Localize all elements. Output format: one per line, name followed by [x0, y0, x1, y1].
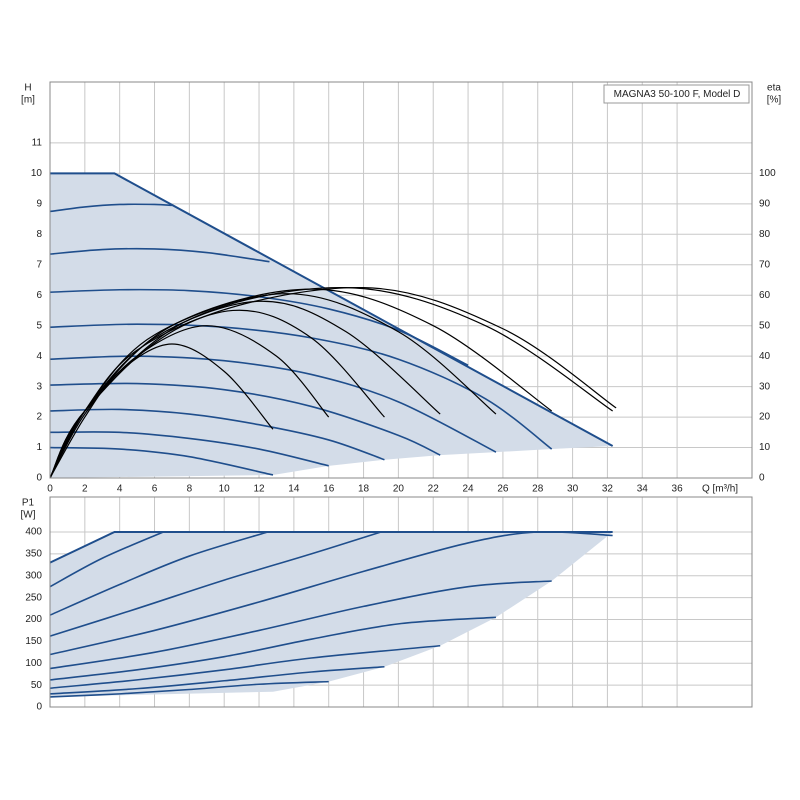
y2-tick-label: 20 [759, 412, 771, 423]
x-tick-label: 6 [152, 484, 158, 495]
performance-curve [49, 531, 164, 588]
x-tick-label: 36 [672, 484, 684, 495]
x-tick-label: 20 [393, 484, 405, 495]
x-tick-label: 2 [82, 484, 88, 495]
operating-area [50, 173, 613, 478]
x-tick-label: 0 [47, 484, 53, 495]
performance-curve [49, 665, 385, 695]
performance-curve [49, 580, 552, 670]
x-tick-label: 8 [187, 484, 193, 495]
y-axis-label: [W] [21, 510, 36, 521]
y-tick-label: 10 [31, 168, 43, 179]
performance-curve [49, 616, 496, 681]
x-tick-label: 12 [253, 484, 265, 495]
x-tick-label: 30 [567, 484, 579, 495]
x-tick-label: 16 [323, 484, 335, 495]
max-curve [50, 172, 614, 447]
y-axis-label: [m] [21, 95, 35, 106]
x-axis-label: Q [m³/h] [702, 484, 738, 495]
performance-curve [49, 247, 270, 263]
y-axis-label: H [24, 83, 31, 94]
performance-curve [49, 644, 441, 689]
x-tick-label: 14 [288, 484, 300, 495]
y-tick-label: 350 [25, 549, 42, 560]
x-tick-label: 28 [532, 484, 544, 495]
y-axis-label: P1 [22, 498, 35, 509]
y2-tick-label: 0 [759, 473, 765, 484]
performance-curve [49, 446, 274, 476]
performance-curve [49, 382, 441, 456]
x-tick-label: 22 [428, 484, 440, 495]
performance-curve [49, 531, 268, 616]
y-tick-label: 7 [36, 259, 42, 270]
operating-area [50, 532, 613, 697]
y2-tick-label: 10 [759, 442, 771, 453]
y-tick-label: 0 [36, 473, 42, 484]
y-tick-label: 100 [25, 658, 42, 669]
y2-tick-label: 30 [759, 381, 771, 392]
y2-tick-label: 100 [759, 168, 776, 179]
x-tick-label: 24 [463, 484, 475, 495]
y2-tick-label: 60 [759, 290, 771, 301]
y-tick-label: 0 [36, 702, 42, 713]
performance-curve [49, 408, 385, 461]
efficiency-curve [49, 325, 330, 479]
title-box [603, 84, 750, 104]
y-tick-label: 8 [36, 229, 42, 240]
y-tick-label: 50 [31, 680, 43, 691]
y2-axis-label: [%] [767, 95, 782, 106]
x-tick-label: 4 [117, 484, 123, 495]
y-tick-label: 3 [36, 381, 42, 392]
plot-frame [49, 81, 753, 479]
y2-tick-label: 90 [759, 198, 771, 209]
performance-curve [49, 530, 613, 656]
y2-tick-label: 50 [759, 320, 771, 331]
y2-tick-label: 70 [759, 259, 771, 270]
x-tick-label: 18 [358, 484, 370, 495]
y-tick-label: 200 [25, 614, 42, 625]
y2-tick-label: 40 [759, 351, 771, 362]
y-tick-label: 4 [36, 351, 42, 362]
y-tick-label: 9 [36, 198, 42, 209]
performance-curve [49, 531, 382, 637]
y-tick-label: 11 [32, 138, 43, 149]
performance-curve [49, 431, 329, 467]
y2-axis-label: eta [767, 83, 781, 94]
efficiency-curve [49, 287, 617, 479]
plot-frame [49, 496, 753, 708]
y-tick-label: 250 [25, 592, 42, 603]
chart-title: MAGNA3 50-100 F, Model D [614, 89, 741, 100]
y-tick-label: 6 [36, 290, 42, 301]
x-tick-label: 10 [219, 484, 231, 495]
max-curve [49, 531, 613, 564]
y-tick-label: 400 [25, 527, 42, 538]
x-tick-label: 26 [497, 484, 509, 495]
y-tick-label: 2 [36, 412, 42, 423]
x-tick-label: 32 [602, 484, 614, 495]
y-tick-label: 1 [36, 442, 42, 453]
y2-tick-label: 80 [759, 229, 771, 240]
efficiency-curve [49, 343, 274, 479]
y-tick-label: 150 [25, 636, 42, 647]
y-tick-label: 5 [36, 320, 42, 331]
performance-curve [49, 680, 329, 698]
y-tick-label: 300 [25, 570, 42, 581]
x-tick-label: 34 [637, 484, 649, 495]
performance-curve [49, 203, 172, 213]
